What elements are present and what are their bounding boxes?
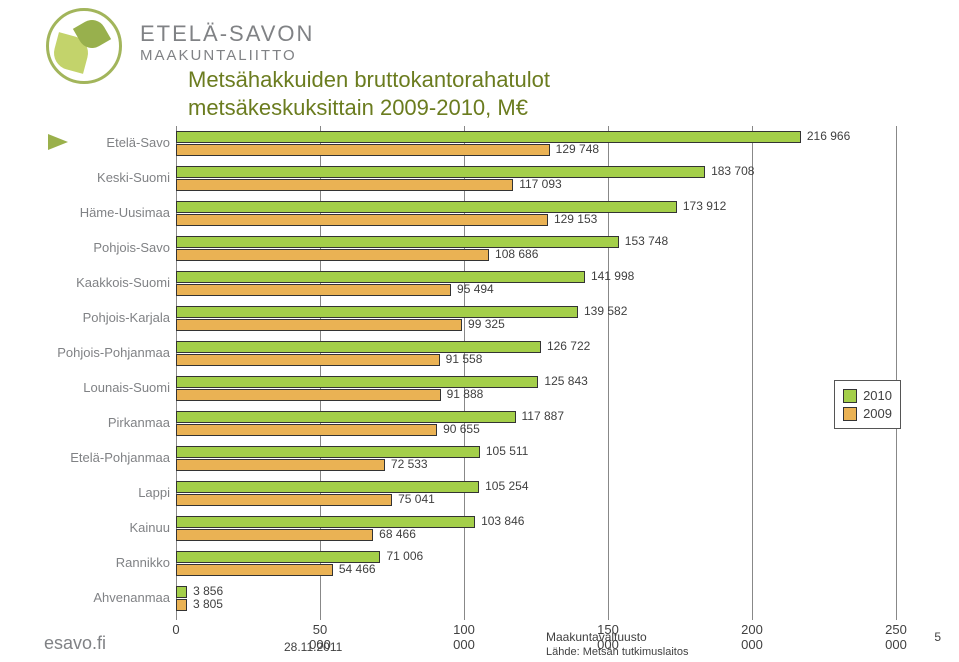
bar-2010 — [176, 131, 801, 143]
bar-2009 — [176, 319, 462, 331]
bar-label-2009: 95 494 — [457, 282, 494, 296]
bar-2009 — [176, 249, 489, 261]
bar-2010 — [176, 201, 677, 213]
legend: 2010 2009 — [834, 380, 901, 429]
category-label: Kainuu — [2, 520, 170, 535]
bar-label-2009: 54 466 — [339, 562, 376, 576]
highlight-arrow-icon — [48, 134, 68, 150]
category-label: Häme-Uusimaa — [2, 205, 170, 220]
bar-2010 — [176, 376, 538, 388]
bar-2010 — [176, 446, 480, 458]
bar-label-2010: 105 254 — [485, 479, 528, 493]
bar-label-2010: 216 966 — [807, 129, 850, 143]
bar-2010 — [176, 166, 705, 178]
bar-2009 — [176, 564, 333, 576]
bar-label-2009: 3 805 — [193, 597, 223, 611]
bar-2010 — [176, 306, 578, 318]
category-label: Pohjois-Savo — [2, 240, 170, 255]
bar-label-2010: 141 998 — [591, 269, 634, 283]
bar-2010 — [176, 236, 619, 248]
bar-label-2010: 183 708 — [711, 164, 754, 178]
title-line1: Metsähakkuiden bruttokantorahatulot — [188, 67, 550, 92]
bar-2009 — [176, 354, 440, 366]
org-name-line2: MAAKUNTALIITTO — [140, 47, 314, 64]
bar-label-2009: 108 686 — [495, 247, 538, 261]
bar-label-2010: 125 843 — [544, 374, 587, 388]
legend-item: 2009 — [843, 406, 892, 421]
bar-2009 — [176, 599, 187, 611]
bar-label-2010: 103 846 — [481, 514, 524, 528]
bar-2010 — [176, 516, 475, 528]
bar-label-2009: 99 325 — [468, 317, 505, 331]
category-label: Lounais-Suomi — [2, 380, 170, 395]
bar-label-2010: 117 887 — [522, 409, 565, 423]
category-label: Etelä-Pohjanmaa — [2, 450, 170, 465]
footer-date: 28.11.2011 — [284, 640, 342, 654]
x-tick-label: 0 — [172, 622, 179, 637]
category-label: Ahvenanmaa — [2, 590, 170, 605]
category-label: Pohjois-Karjala — [2, 310, 170, 325]
bar-2009 — [176, 494, 392, 506]
bar-label-2009: 91 558 — [446, 352, 483, 366]
bar-label-2009: 90 655 — [443, 422, 480, 436]
bar-label-2009: 129 748 — [556, 142, 599, 156]
bar-label-2010: 139 582 — [584, 304, 627, 318]
footer-page: 5 — [934, 630, 941, 644]
bar-label-2009: 68 466 — [379, 527, 416, 541]
legend-swatch — [843, 407, 857, 421]
bar-label-2009: 75 041 — [398, 492, 435, 506]
bar-label-2010: 153 748 — [625, 234, 668, 248]
title-line2: metsäkeskuksittain 2009-2010, M€ — [188, 95, 528, 120]
grid-line — [752, 126, 753, 620]
category-label: Pohjois-Pohjanmaa — [2, 345, 170, 360]
bar-2010 — [176, 271, 585, 283]
legend-label: 2010 — [863, 388, 892, 403]
footer-mid: Maakuntavaltuusto — [546, 630, 647, 644]
category-label: Lappi — [2, 485, 170, 500]
legend-label: 2009 — [863, 406, 892, 421]
org-name: ETELÄ-SAVON MAAKUNTALIITTO — [140, 21, 314, 64]
category-label: Etelä-Savo — [2, 135, 170, 150]
bar-2009 — [176, 424, 437, 436]
x-tick-label: 200 000 — [741, 622, 763, 652]
org-logo — [40, 8, 124, 76]
category-label: Kaakkois-Suomi — [2, 275, 170, 290]
bar-label-2010: 3 856 — [193, 584, 223, 598]
legend-item: 2010 — [843, 388, 892, 403]
bar-2009 — [176, 214, 548, 226]
footer-source: Lähde: Metsän tutkimuslaitos — [546, 646, 688, 658]
legend-swatch — [843, 389, 857, 403]
x-tick-label: 100 000 — [453, 622, 475, 652]
bar-2010 — [176, 341, 541, 353]
bar-label-2009: 72 533 — [391, 457, 428, 471]
bar-2009 — [176, 144, 550, 156]
chart-title: Metsähakkuiden bruttokantorahatulot mets… — [188, 66, 550, 121]
bar-2009 — [176, 459, 385, 471]
category-label: Pirkanmaa — [2, 415, 170, 430]
bar-label-2009: 129 153 — [554, 212, 597, 226]
bar-2010 — [176, 586, 187, 598]
category-label: Rannikko — [2, 555, 170, 570]
bar-2009 — [176, 284, 451, 296]
bar-label-2010: 105 511 — [486, 444, 529, 458]
org-name-line1: ETELÄ-SAVON — [140, 21, 314, 47]
bar-2009 — [176, 529, 373, 541]
x-tick-label: 250 000 — [885, 622, 907, 652]
bar-label-2010: 71 006 — [386, 549, 423, 563]
bar-2009 — [176, 179, 513, 191]
footer-site: esavo.fi — [44, 633, 106, 654]
bar-2009 — [176, 389, 441, 401]
bar-label-2010: 126 722 — [547, 339, 590, 353]
bar-label-2009: 117 093 — [519, 177, 562, 191]
bar-label-2009: 91 888 — [447, 387, 484, 401]
bar-label-2010: 173 912 — [683, 199, 726, 213]
grid-line — [896, 126, 897, 620]
category-label: Keski-Suomi — [2, 170, 170, 185]
